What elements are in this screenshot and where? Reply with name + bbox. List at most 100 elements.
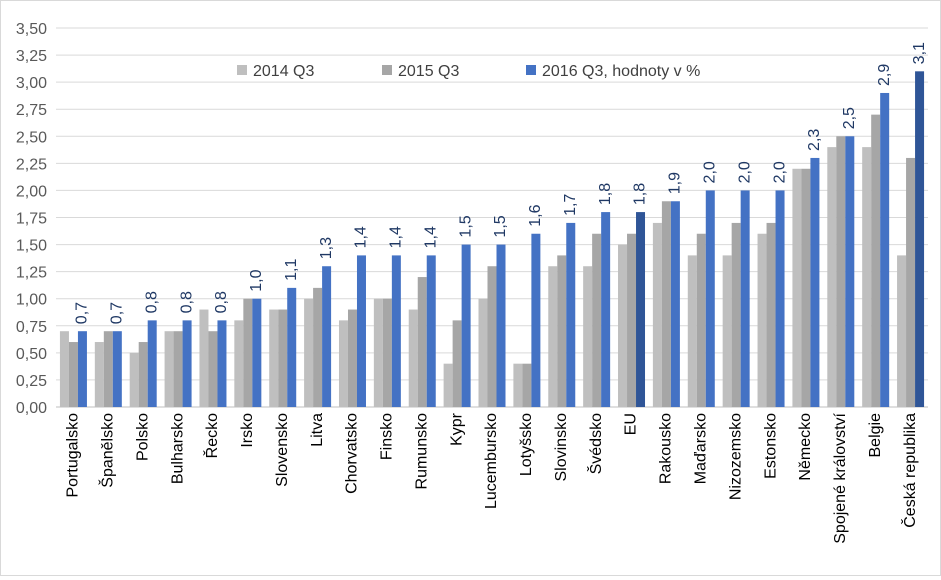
data-label: 0,8 xyxy=(143,291,160,313)
bar xyxy=(173,331,183,407)
data-label: 1,5 xyxy=(492,215,509,237)
bar xyxy=(775,190,785,407)
legend-swatch xyxy=(526,65,536,75)
bar xyxy=(147,320,157,407)
bar xyxy=(382,298,392,407)
data-label: 1,6 xyxy=(527,204,544,226)
data-label: 0,8 xyxy=(213,291,230,313)
bar xyxy=(391,255,401,407)
x-tick-label: Belgie xyxy=(867,413,884,458)
bar xyxy=(836,136,846,408)
data-label: 1,1 xyxy=(283,259,300,281)
data-label: 1,0 xyxy=(248,269,265,291)
bar xyxy=(513,363,523,407)
x-tick-label: Lucembursko xyxy=(483,413,500,509)
bar xyxy=(426,255,436,407)
x-tick-label: Chorvatsko xyxy=(344,413,361,494)
x-tick-label: Rumunsko xyxy=(413,413,430,490)
bar xyxy=(322,266,332,407)
bar xyxy=(164,331,174,407)
y-tick-label: 2,25 xyxy=(16,156,47,173)
bar xyxy=(801,168,811,407)
bar xyxy=(287,287,297,407)
y-tick-label: 3,25 xyxy=(16,48,47,65)
y-tick-label: 0,75 xyxy=(16,319,47,336)
axes: 0,00 0,25 0,50 0,75 1,00 1,25 1,50 1,75 2,00 2,25… xyxy=(16,21,919,544)
bar xyxy=(897,255,907,407)
data-label: 2,9 xyxy=(876,64,893,86)
x-tick-label: Švédsko xyxy=(586,413,605,474)
bar xyxy=(77,331,87,407)
data-label: 1,4 xyxy=(422,226,439,248)
x-tick-label: Slovensko xyxy=(274,413,291,487)
y-tick-label: 1,25 xyxy=(16,265,47,282)
bar xyxy=(601,212,611,407)
bar xyxy=(557,255,567,407)
data-label: 2,0 xyxy=(736,161,753,183)
bar xyxy=(687,255,697,407)
data-label: 1,3 xyxy=(318,237,335,259)
data-label: 1,7 xyxy=(562,194,579,216)
bar xyxy=(592,233,602,407)
bars xyxy=(59,71,925,408)
bar xyxy=(373,298,383,407)
bar xyxy=(103,331,113,407)
x-tick-label: Finsko xyxy=(379,413,396,460)
y-tick-label: 2,00 xyxy=(16,183,47,200)
x-tick-label: Litva xyxy=(309,413,326,447)
bar xyxy=(356,255,366,407)
bar xyxy=(112,331,122,407)
y-tick-label: 1,75 xyxy=(16,211,47,228)
x-tick-label: Nizozemsko xyxy=(727,413,744,500)
data-label: 1,9 xyxy=(667,172,684,194)
y-tick-label: 1,50 xyxy=(16,238,47,255)
data-label: 2,0 xyxy=(701,161,718,183)
bar xyxy=(278,309,288,407)
bar xyxy=(199,309,209,407)
data-label: 1,4 xyxy=(388,226,405,248)
bar xyxy=(731,222,741,407)
data-label: 2,5 xyxy=(841,107,858,129)
x-tick-label: Irsko xyxy=(239,413,256,448)
data-label: 0,8 xyxy=(178,291,195,313)
bar xyxy=(548,266,558,407)
bar xyxy=(129,352,139,407)
bar xyxy=(618,244,628,407)
x-tick-label: Estonsko xyxy=(762,413,779,479)
x-tick-label: Kypr xyxy=(448,412,465,446)
data-label: 3,1 xyxy=(911,42,928,64)
bar xyxy=(722,255,732,407)
x-tick-label: Polsko xyxy=(134,413,151,461)
x-tick-label: Spojené království xyxy=(832,412,849,543)
bar xyxy=(583,266,593,407)
bar xyxy=(880,92,890,407)
x-tick-label: Bulharsko xyxy=(169,413,186,484)
bar xyxy=(661,201,671,407)
bar xyxy=(234,320,244,407)
y-tick-label: 1,00 xyxy=(16,292,47,309)
bar xyxy=(338,320,348,407)
legend-label: 2016 Q3, hodnoty v % xyxy=(542,63,700,80)
bar xyxy=(94,342,104,407)
bar xyxy=(68,342,78,407)
x-tick-label: Slovinsko xyxy=(553,413,570,482)
bar xyxy=(138,342,148,407)
bar xyxy=(182,320,192,407)
bar xyxy=(766,222,776,407)
legend-swatch xyxy=(237,65,247,75)
data-labels: 0,7 0,7 0,8 0,8 0,8 1,0 1,1 1,3 1,4 1,4 1,4 1,5 1,5 1… xyxy=(74,42,928,324)
bar xyxy=(269,309,279,407)
bar xyxy=(915,71,925,408)
bar xyxy=(531,233,541,407)
bar xyxy=(443,363,453,407)
x-tick-label: Česká republika xyxy=(900,413,919,528)
bar xyxy=(304,298,314,407)
data-label: 0,7 xyxy=(74,302,91,324)
bar xyxy=(652,222,662,407)
bar xyxy=(627,233,637,407)
x-tick-label: Maďarsko xyxy=(692,413,709,484)
x-tick-label: Rakousko xyxy=(658,413,675,484)
bar xyxy=(906,157,916,407)
